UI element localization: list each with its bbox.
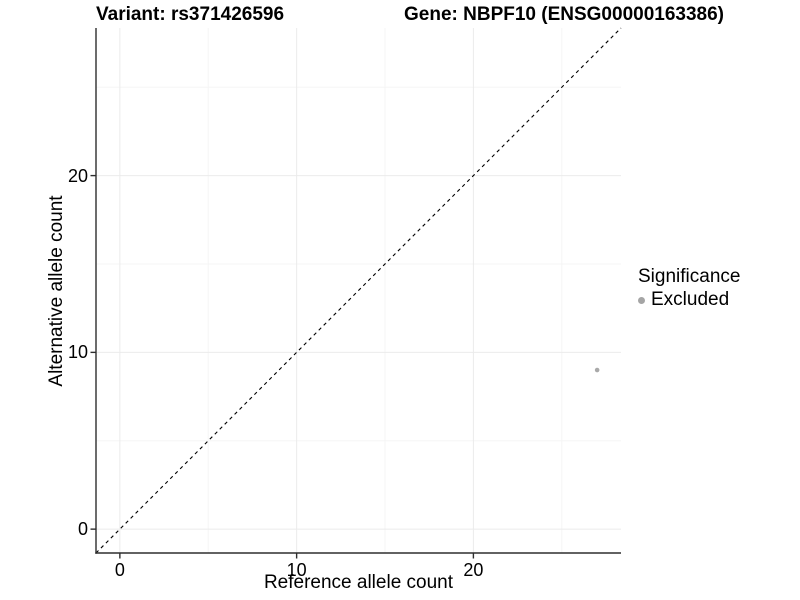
y-tick-label: 10: [67, 342, 88, 363]
plot-title-variant: Variant: rs371426596: [96, 4, 285, 25]
legend: Significance Excluded: [638, 264, 740, 311]
x-tick-label: 20: [463, 560, 484, 580]
plot-title-gene: Gene: NBPF10 (ENSG00000163386): [404, 4, 724, 25]
x-axis-title: Reference allele count: [263, 572, 454, 593]
x-tick-label: 10: [286, 560, 307, 580]
legend-item-excluded: Excluded: [638, 289, 740, 311]
legend-point-icon: [638, 296, 645, 304]
legend-item-label: Excluded: [651, 289, 730, 310]
legend-title: Significance: [638, 266, 741, 287]
y-tick-label: 20: [67, 165, 88, 186]
x-tick-label: 0: [114, 560, 125, 580]
y-tick-label: 0: [77, 519, 88, 540]
y-axis-title: Alternative allele count: [46, 195, 67, 387]
